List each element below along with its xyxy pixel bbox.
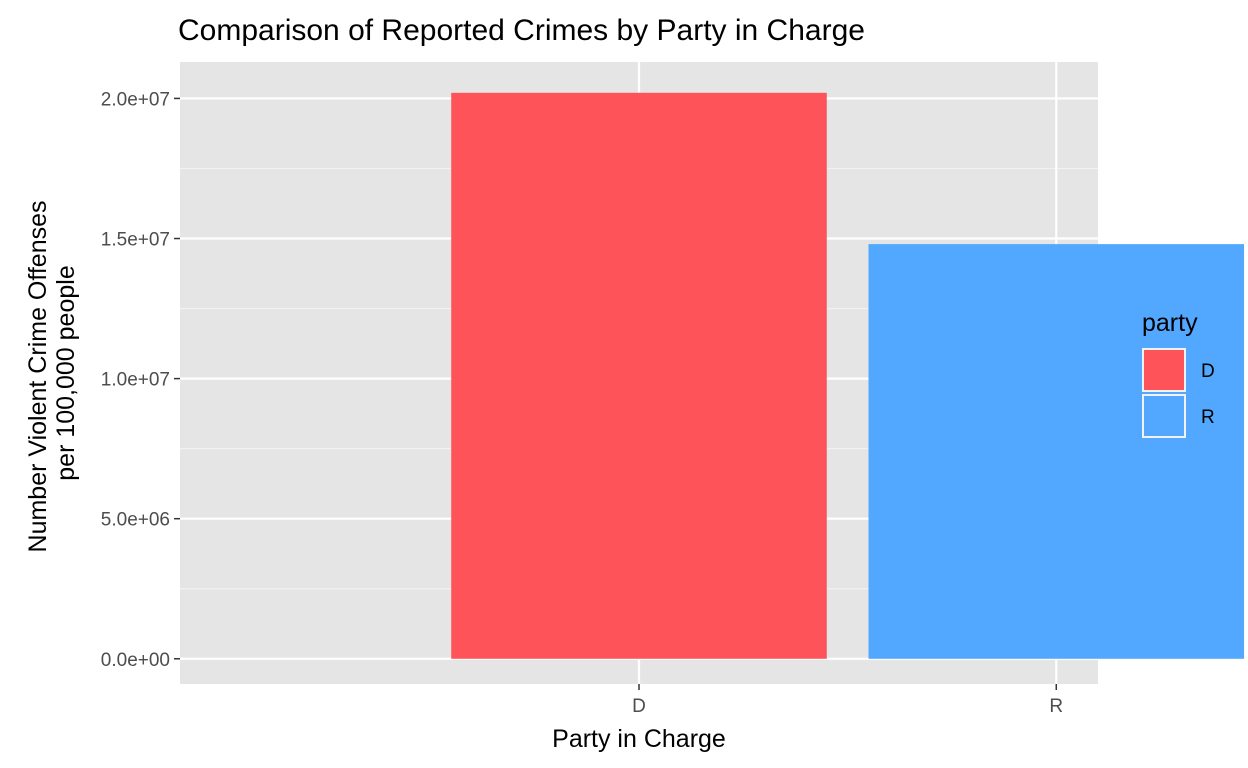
x-tick-label: R (1049, 696, 1063, 717)
y-tick-label: 0.0e+00 (101, 650, 170, 671)
legend: party D R (1142, 309, 1215, 438)
chart-title: Comparison of Reported Crimes by Party i… (178, 14, 865, 47)
legend-title: party (1142, 309, 1198, 337)
bars (451, 92, 1245, 659)
y-axis-title-line-2: per 100,000 people (52, 265, 80, 480)
y-tick-label: 5.0e+06 (101, 510, 170, 531)
y-axis-title-line-1: Number Violent Crime Offenses (24, 200, 52, 552)
legend-key-r (1144, 396, 1184, 436)
bar-r (868, 244, 1245, 659)
x-axis-title: Party in Charge (552, 725, 726, 753)
y-tick-label: 2.0e+07 (101, 89, 170, 110)
legend-key-d (1144, 350, 1184, 390)
y-tick-label: 1.5e+07 (101, 230, 170, 251)
legend-label-d: D (1201, 361, 1215, 382)
y-axis: 0.0e+00 5.0e+06 1.0e+07 1.5e+07 2.0e+07 (101, 89, 180, 671)
legend-label-r: R (1201, 407, 1215, 428)
x-tick-label: D (632, 696, 646, 717)
y-tick-label: 1.0e+07 (101, 370, 170, 391)
y-axis-title: Number Violent Crime Offenses per 100,00… (24, 194, 80, 553)
bar-d (451, 92, 827, 659)
